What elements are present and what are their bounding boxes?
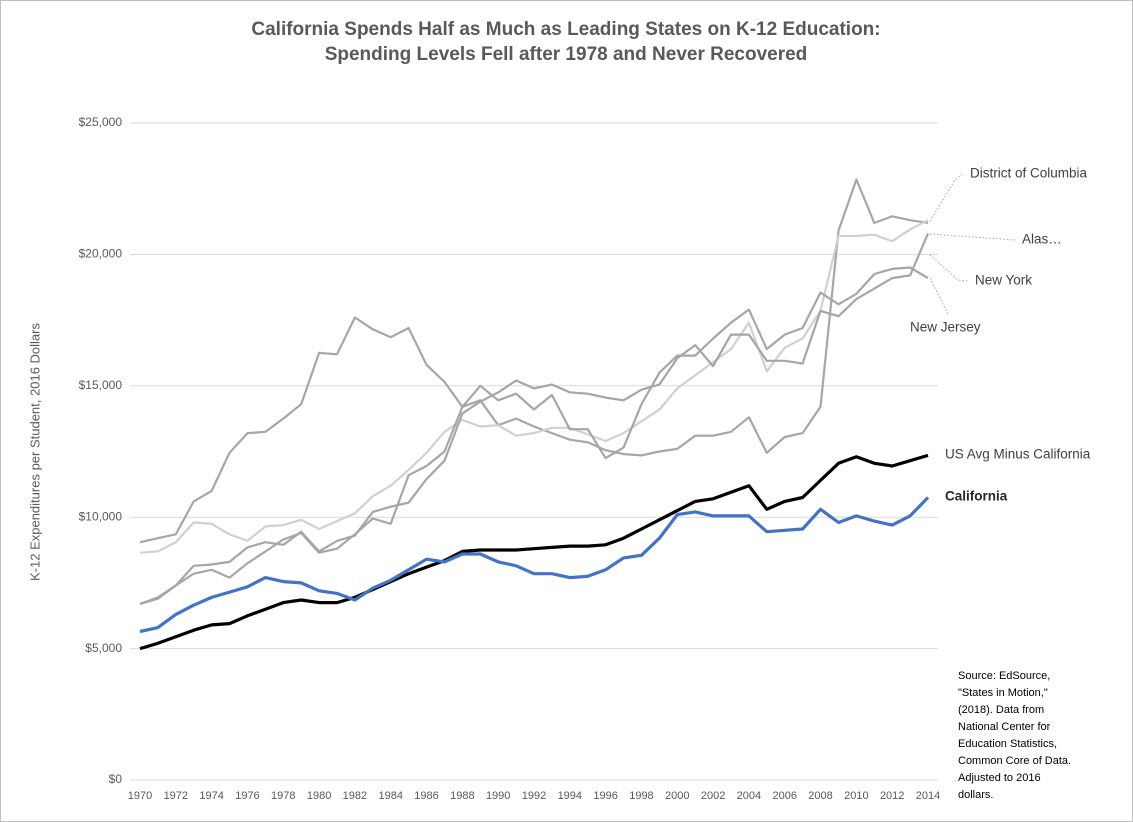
y-tick-label: $25,000 [79,115,123,129]
y-tick-label: $5,000 [85,641,122,655]
x-tick-label: 1990 [486,790,510,802]
x-tick-label: 2010 [844,790,868,802]
source-note: National Center for [958,721,1051,733]
x-tick-label: 2002 [701,790,725,802]
series-line [139,266,929,605]
source-note: Source: EdSource, [958,670,1050,682]
series-line [139,178,929,544]
x-tick-label: 1970 [128,790,152,802]
series-line [139,496,930,634]
x-tick-label: 2006 [772,790,796,802]
x-tick-label: 1972 [164,790,188,802]
series-label: New Jersey [910,320,981,335]
x-tick-label: 1984 [378,790,402,802]
series-label: New York [975,273,1032,288]
x-tick-label: 1974 [199,790,223,802]
source-note: (2018). Data from [958,704,1044,716]
y-tick-label: $20,000 [79,247,123,261]
series-label: California [945,489,1008,504]
x-tick-label: 1998 [629,790,653,802]
chart-title: Spending Levels Fell after 1978 and Neve… [325,44,808,65]
series-line [139,219,929,554]
x-tick-label: 2004 [737,790,761,802]
series-label: District of Columbia [970,166,1088,181]
x-tick-label: 1986 [414,790,438,802]
x-tick-label: 1982 [343,790,367,802]
x-tick-label: 1992 [522,790,546,802]
chart-title: California Spends Half as Much as Leadin… [251,19,880,40]
series-line [139,453,929,651]
x-tick-label: 1976 [235,790,259,802]
source-note: Common Core of Data. [958,755,1071,767]
source-note: Adjusted to 2016 [958,772,1041,784]
source-note: "States in Motion," [958,687,1048,699]
x-tick-label: 1996 [593,790,617,802]
x-tick-label: 2012 [880,790,904,802]
x-tick-label: 2008 [808,790,832,802]
x-tick-label: 1988 [450,790,474,802]
y-tick-label: $15,000 [79,378,123,392]
leader-line [929,233,1016,241]
x-tick-label: 1980 [307,790,331,802]
x-tick-label: 1994 [558,790,582,802]
series-label: Alas… [1022,232,1062,247]
source-note: Education Statistics, [958,738,1057,750]
y-axis-label: K-12 Expenditures per Student, 2016 Doll… [27,323,42,581]
y-tick-label: $0 [109,772,123,786]
x-tick-label: 1978 [271,790,295,802]
series-line [139,232,930,605]
x-tick-label: 2014 [916,790,940,802]
x-tick-label: 2000 [665,790,689,802]
y-tick-label: $10,000 [79,509,123,523]
source-note: dollars. [958,789,993,801]
series-label: US Avg Minus California [945,447,1091,462]
